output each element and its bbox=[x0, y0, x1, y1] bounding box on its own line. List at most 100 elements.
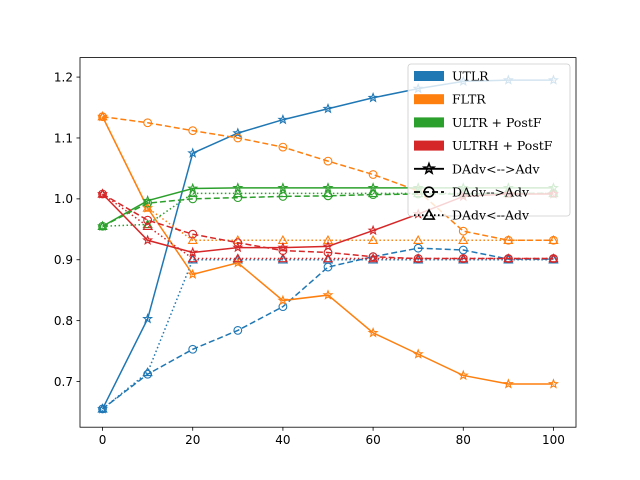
data-point bbox=[367, 188, 379, 198]
data-point bbox=[232, 188, 243, 198]
data-point bbox=[232, 253, 243, 263]
data-point bbox=[277, 253, 289, 263]
legend-item: FLTR bbox=[414, 92, 486, 107]
series-line bbox=[102, 115, 554, 242]
axes-frame bbox=[79, 57, 577, 428]
axes: 0 20 40 60 80 100 0.7 0.8 0.9 1.0 1.1 1.2 bbox=[54, 57, 577, 447]
data-point bbox=[277, 188, 289, 198]
series-line bbox=[101, 116, 554, 242]
y-tick-label: 1.1 bbox=[54, 131, 73, 145]
data-point bbox=[322, 253, 334, 263]
legend-swatch bbox=[414, 94, 444, 105]
data-point bbox=[503, 234, 514, 244]
data-point bbox=[367, 224, 379, 236]
legend-label: DAdv<-->Adv bbox=[452, 161, 541, 176]
data-point bbox=[548, 234, 559, 244]
x-tick-label: 80 bbox=[456, 433, 471, 447]
y-tick-label: 0.8 bbox=[54, 314, 73, 328]
x-tick-label: 0 bbox=[99, 433, 107, 447]
legend-box bbox=[407, 63, 571, 217]
data-point bbox=[97, 188, 108, 198]
x-tick-label: 20 bbox=[185, 433, 200, 447]
data-point bbox=[503, 253, 514, 263]
data-point bbox=[367, 327, 379, 338]
data-point bbox=[548, 253, 559, 263]
legend-item: DAdv<-->Adv bbox=[414, 161, 541, 176]
x-tick-label: 40 bbox=[275, 433, 290, 447]
data-point bbox=[278, 142, 288, 152]
data-point bbox=[142, 202, 154, 213]
y-tick-label: 0.9 bbox=[54, 253, 73, 267]
y-tick-label: 0.7 bbox=[54, 375, 73, 389]
legend-item: ULTRH + PostF bbox=[414, 138, 553, 153]
data-point bbox=[188, 194, 198, 204]
y-tick-label: 1.2 bbox=[54, 70, 73, 84]
legend-label: DAdv<--Adv bbox=[452, 208, 530, 223]
data-point bbox=[232, 127, 244, 138]
data-point bbox=[233, 238, 243, 248]
data-point bbox=[97, 111, 108, 121]
data-point bbox=[368, 170, 378, 179]
data-point bbox=[188, 344, 198, 354]
legend-marker bbox=[423, 186, 435, 198]
data-point bbox=[142, 202, 153, 212]
data-point bbox=[143, 118, 153, 128]
data-point bbox=[187, 188, 198, 198]
legend-label: ULTRH + PostF bbox=[452, 138, 553, 153]
data-point bbox=[322, 102, 334, 114]
data-point bbox=[97, 220, 108, 230]
data-point bbox=[277, 241, 289, 253]
data-point bbox=[458, 253, 469, 263]
data-point bbox=[143, 198, 153, 208]
data-point bbox=[413, 253, 424, 263]
series-1 bbox=[98, 243, 558, 414]
data-point bbox=[187, 234, 198, 244]
series-3 bbox=[97, 110, 559, 389]
legend-item: DAdv<--Adv bbox=[414, 208, 530, 223]
legend-swatch bbox=[414, 71, 444, 81]
data-point bbox=[322, 188, 334, 198]
series-line bbox=[102, 259, 554, 410]
data-point bbox=[367, 234, 379, 244]
y-tick-label: 1.0 bbox=[54, 192, 73, 206]
data-point bbox=[143, 215, 153, 225]
data-point bbox=[277, 254, 289, 264]
data-point bbox=[277, 294, 289, 306]
data-point bbox=[187, 147, 199, 158]
data-point bbox=[368, 190, 378, 200]
data-point bbox=[97, 403, 108, 413]
x-tick-label: 100 bbox=[542, 433, 565, 447]
legend-label: ULTR + PostF bbox=[452, 115, 542, 130]
data-point bbox=[322, 289, 334, 300]
data-point bbox=[367, 92, 379, 103]
data-point bbox=[277, 113, 289, 125]
series-line bbox=[102, 247, 554, 410]
data-point bbox=[142, 220, 153, 230]
data-point bbox=[233, 133, 243, 143]
data-point bbox=[188, 126, 198, 136]
data-point bbox=[188, 229, 198, 239]
data-point bbox=[323, 248, 333, 257]
legend-marker bbox=[422, 208, 436, 220]
series-2 bbox=[97, 254, 559, 413]
legend-swatch bbox=[414, 140, 444, 151]
data-point bbox=[547, 378, 559, 389]
data-point bbox=[323, 156, 333, 166]
series-line bbox=[102, 193, 554, 260]
legend-item: UTLR bbox=[414, 69, 489, 84]
legend-label: FLTR bbox=[452, 92, 486, 107]
legend-label: UTLR bbox=[452, 69, 489, 84]
x-tick-label: 60 bbox=[365, 433, 380, 447]
data-point bbox=[187, 253, 198, 263]
data-point bbox=[142, 234, 154, 245]
data-point bbox=[97, 188, 109, 199]
data-point bbox=[97, 110, 109, 122]
series-line bbox=[101, 116, 554, 385]
series-11 bbox=[97, 188, 559, 263]
legend-item: ULTR + PostF bbox=[414, 115, 542, 130]
data-point bbox=[367, 253, 379, 263]
data-point bbox=[502, 378, 514, 389]
data-point bbox=[97, 403, 109, 414]
data-point bbox=[187, 268, 199, 280]
